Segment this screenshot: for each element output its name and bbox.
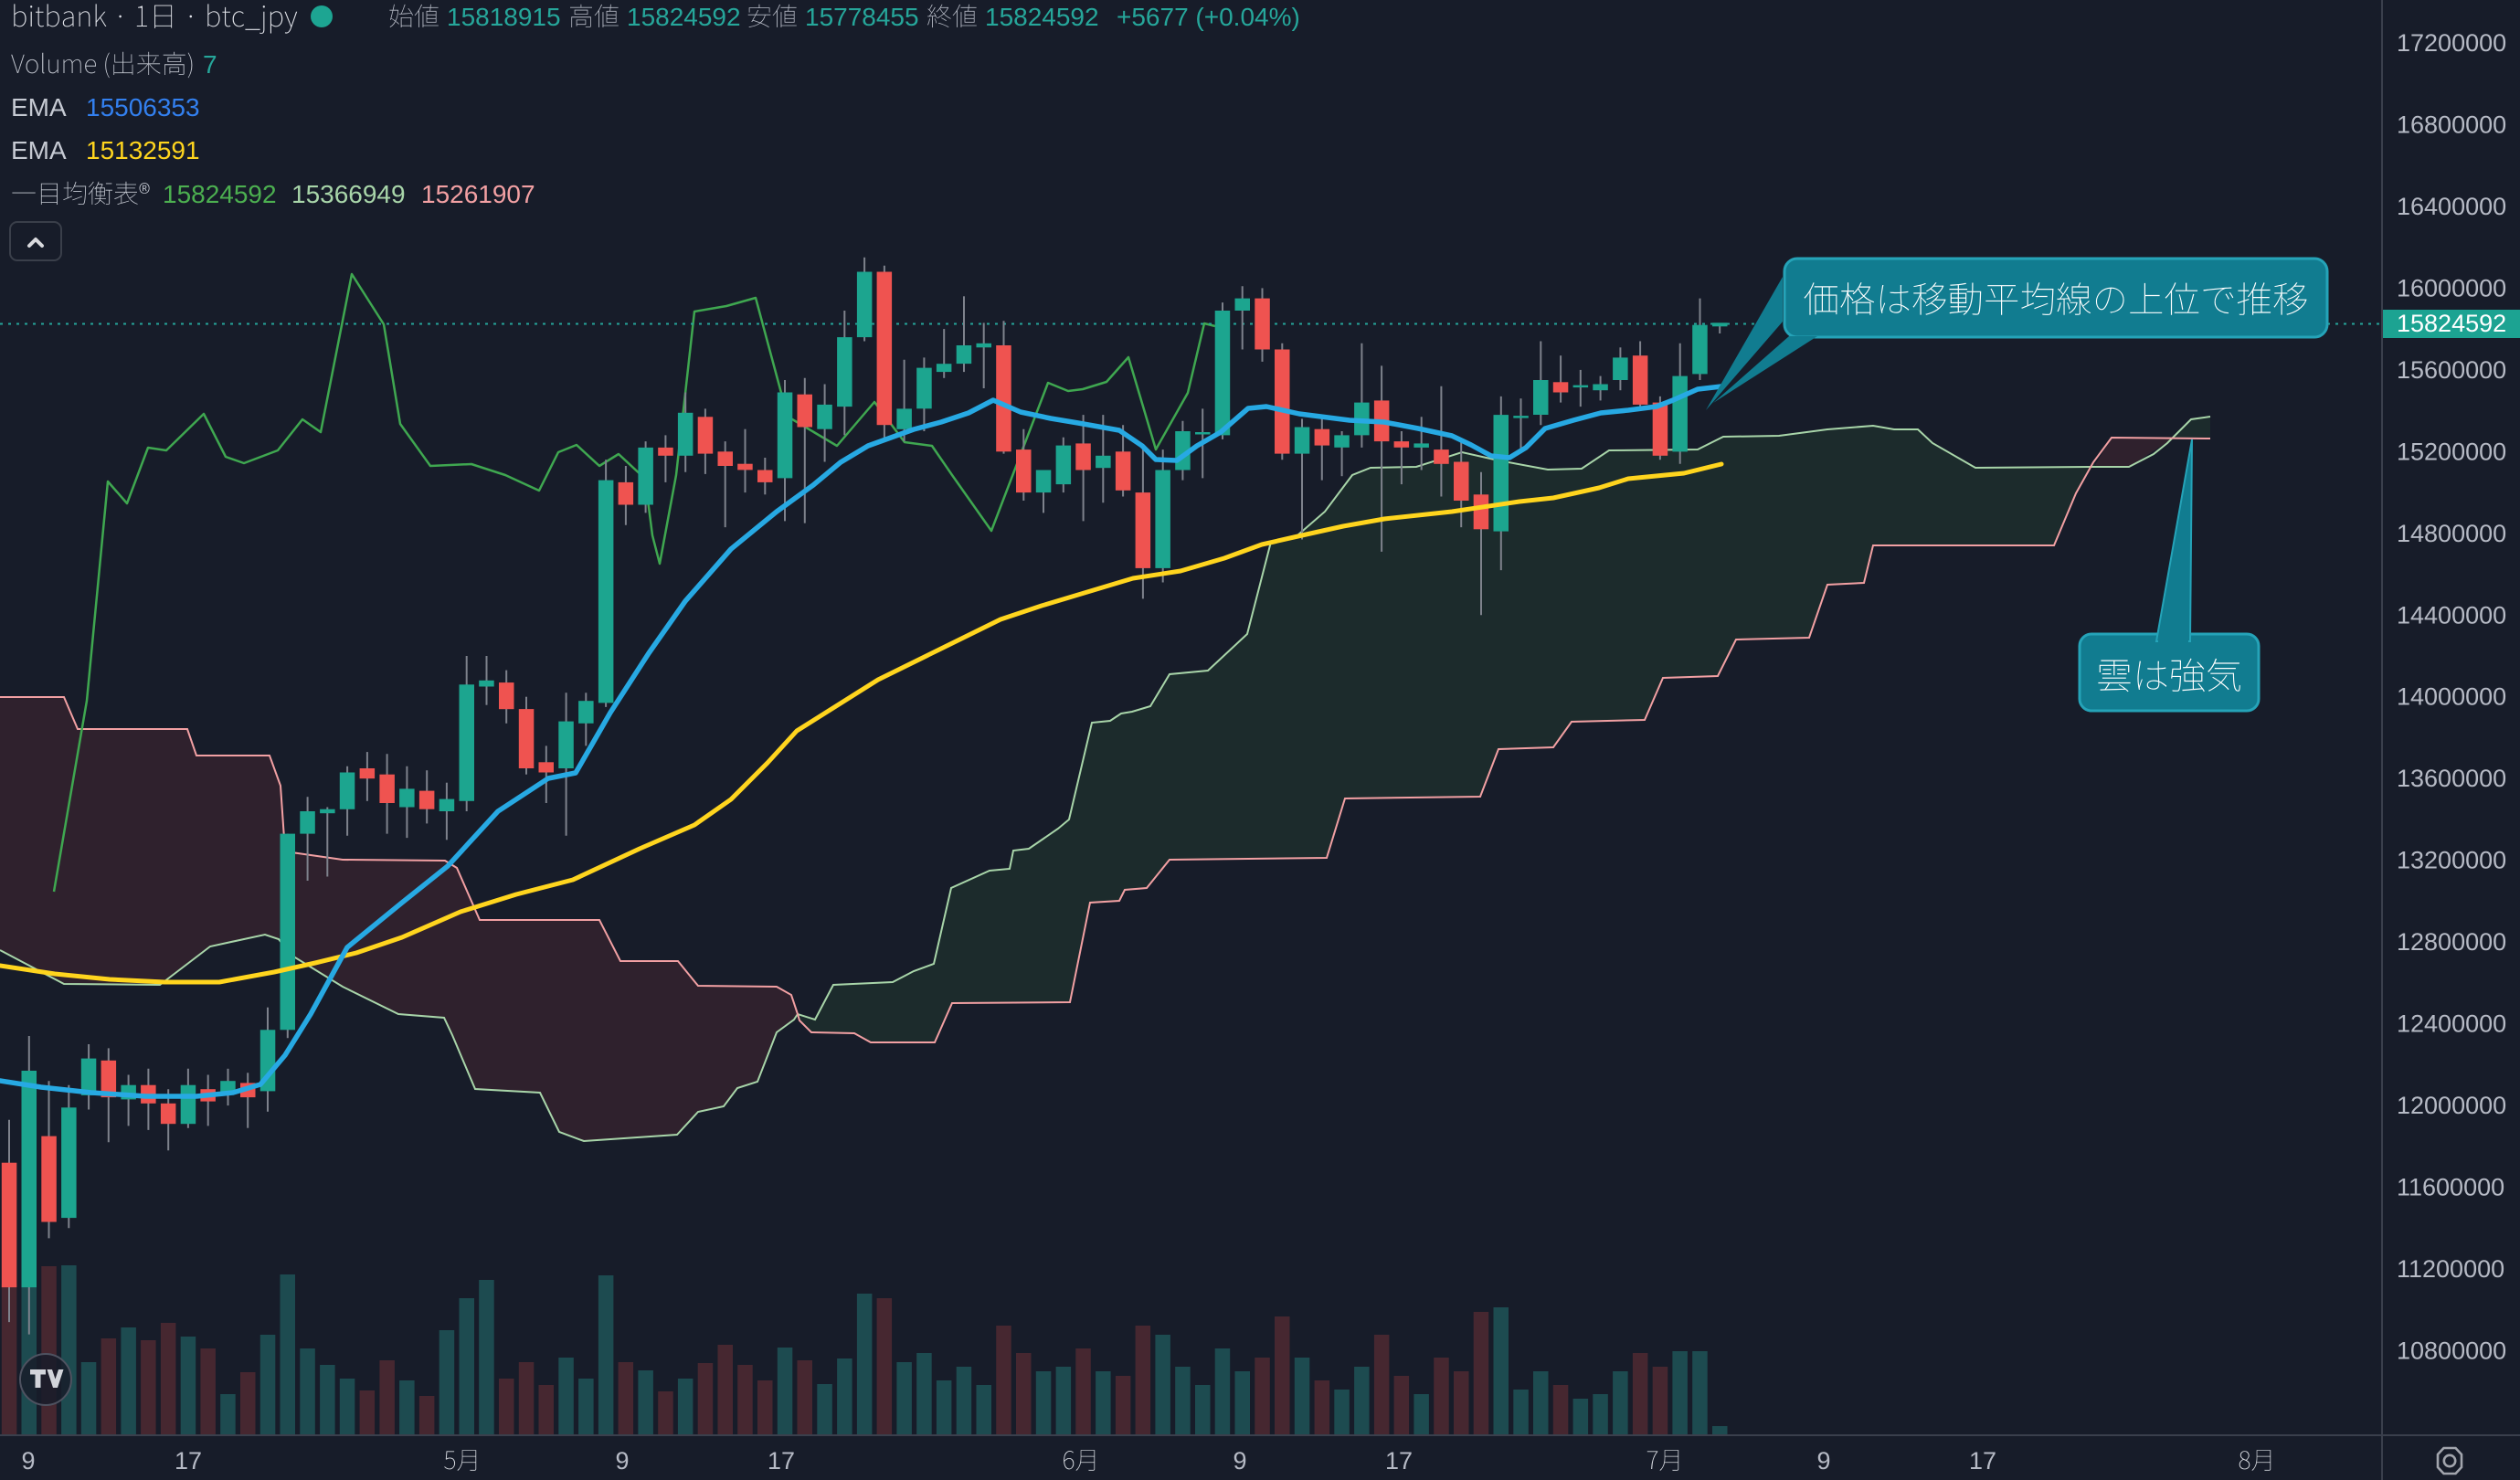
svg-text:9: 9: [615, 1447, 629, 1475]
svg-text:15824592: 15824592: [627, 3, 741, 31]
svg-text:13200000: 13200000: [2397, 847, 2506, 874]
svg-text:9: 9: [1816, 1447, 1830, 1475]
svg-text:10800000: 10800000: [2397, 1337, 2506, 1364]
svg-text:14800000: 14800000: [2397, 520, 2506, 547]
svg-text:17: 17: [1969, 1447, 1996, 1475]
svg-text:+5677 (+0.04%): +5677 (+0.04%): [1117, 3, 1300, 31]
svg-text:7: 7: [203, 50, 217, 79]
svg-text:15824592: 15824592: [985, 3, 1099, 31]
svg-text:14000000: 14000000: [2397, 683, 2506, 711]
svg-text:15506353: 15506353: [86, 93, 200, 122]
svg-text:9: 9: [1233, 1447, 1246, 1475]
svg-text:11600000: 11600000: [2397, 1174, 2504, 1201]
svg-text:15261907: 15261907: [421, 180, 535, 208]
svg-text:13600000: 13600000: [2397, 765, 2506, 792]
svg-text:17: 17: [175, 1447, 202, 1475]
svg-text:15824592: 15824592: [163, 180, 277, 208]
svg-text:14400000: 14400000: [2397, 601, 2506, 629]
svg-text:17: 17: [768, 1447, 795, 1475]
svg-text:15818915: 15818915: [447, 3, 561, 31]
svg-text:16000000: 16000000: [2397, 274, 2506, 301]
svg-text:15200000: 15200000: [2397, 438, 2506, 465]
svg-text:12800000: 12800000: [2397, 928, 2506, 956]
svg-text:15600000: 15600000: [2397, 356, 2506, 384]
svg-text:15132591: 15132591: [86, 136, 200, 164]
svg-text:EMA: EMA: [11, 136, 67, 164]
svg-text:15824592: 15824592: [2397, 310, 2506, 337]
svg-text:17: 17: [1385, 1447, 1413, 1475]
svg-text:9: 9: [21, 1447, 35, 1475]
svg-text:EMA: EMA: [11, 93, 67, 122]
svg-text:12400000: 12400000: [2397, 1010, 2506, 1038]
svg-text:16400000: 16400000: [2397, 193, 2506, 220]
svg-text:15778455: 15778455: [805, 3, 919, 31]
svg-text:12000000: 12000000: [2397, 1092, 2506, 1119]
svg-text:17200000: 17200000: [2397, 29, 2506, 57]
svg-text:15366949: 15366949: [291, 180, 406, 208]
svg-text:16800000: 16800000: [2397, 111, 2506, 139]
svg-text:11200000: 11200000: [2397, 1255, 2504, 1283]
